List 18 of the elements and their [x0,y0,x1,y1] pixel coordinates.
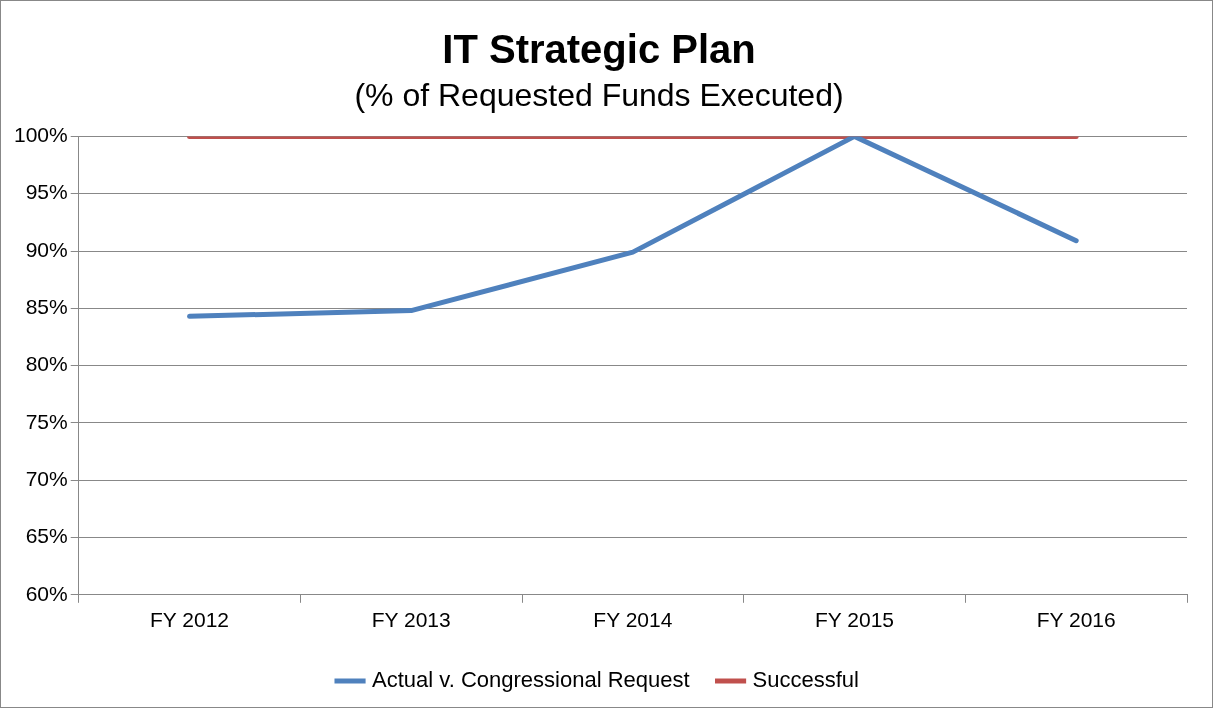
legend-label: Successful [752,667,859,693]
y-tick-label: 80% [25,352,68,376]
x-tick-label: FY 2012 [150,608,230,632]
chart-subtitle: (% of Requested Funds Executed) [354,77,844,114]
y-tick-label: 95% [25,180,68,204]
y-tick-label: 70% [25,467,68,490]
y-tick-label: 85% [25,295,68,319]
y-tick-label: 60% [25,581,68,605]
x-tick-label: FY 2013 [371,608,451,632]
y-tick-label: 90% [25,237,68,261]
chart-title: IT Strategic Plan [442,27,756,72]
y-tick-label: 65% [25,524,68,548]
legend-label: Actual v. Congressional Request [372,667,690,693]
y-tick-label: 75% [25,409,68,433]
x-tick-label: FY 2014 [593,608,673,632]
y-tick-label: 100% [13,123,68,147]
x-tick-label: FY 2015 [815,608,895,632]
x-tick-label: FY 2016 [1036,608,1116,632]
